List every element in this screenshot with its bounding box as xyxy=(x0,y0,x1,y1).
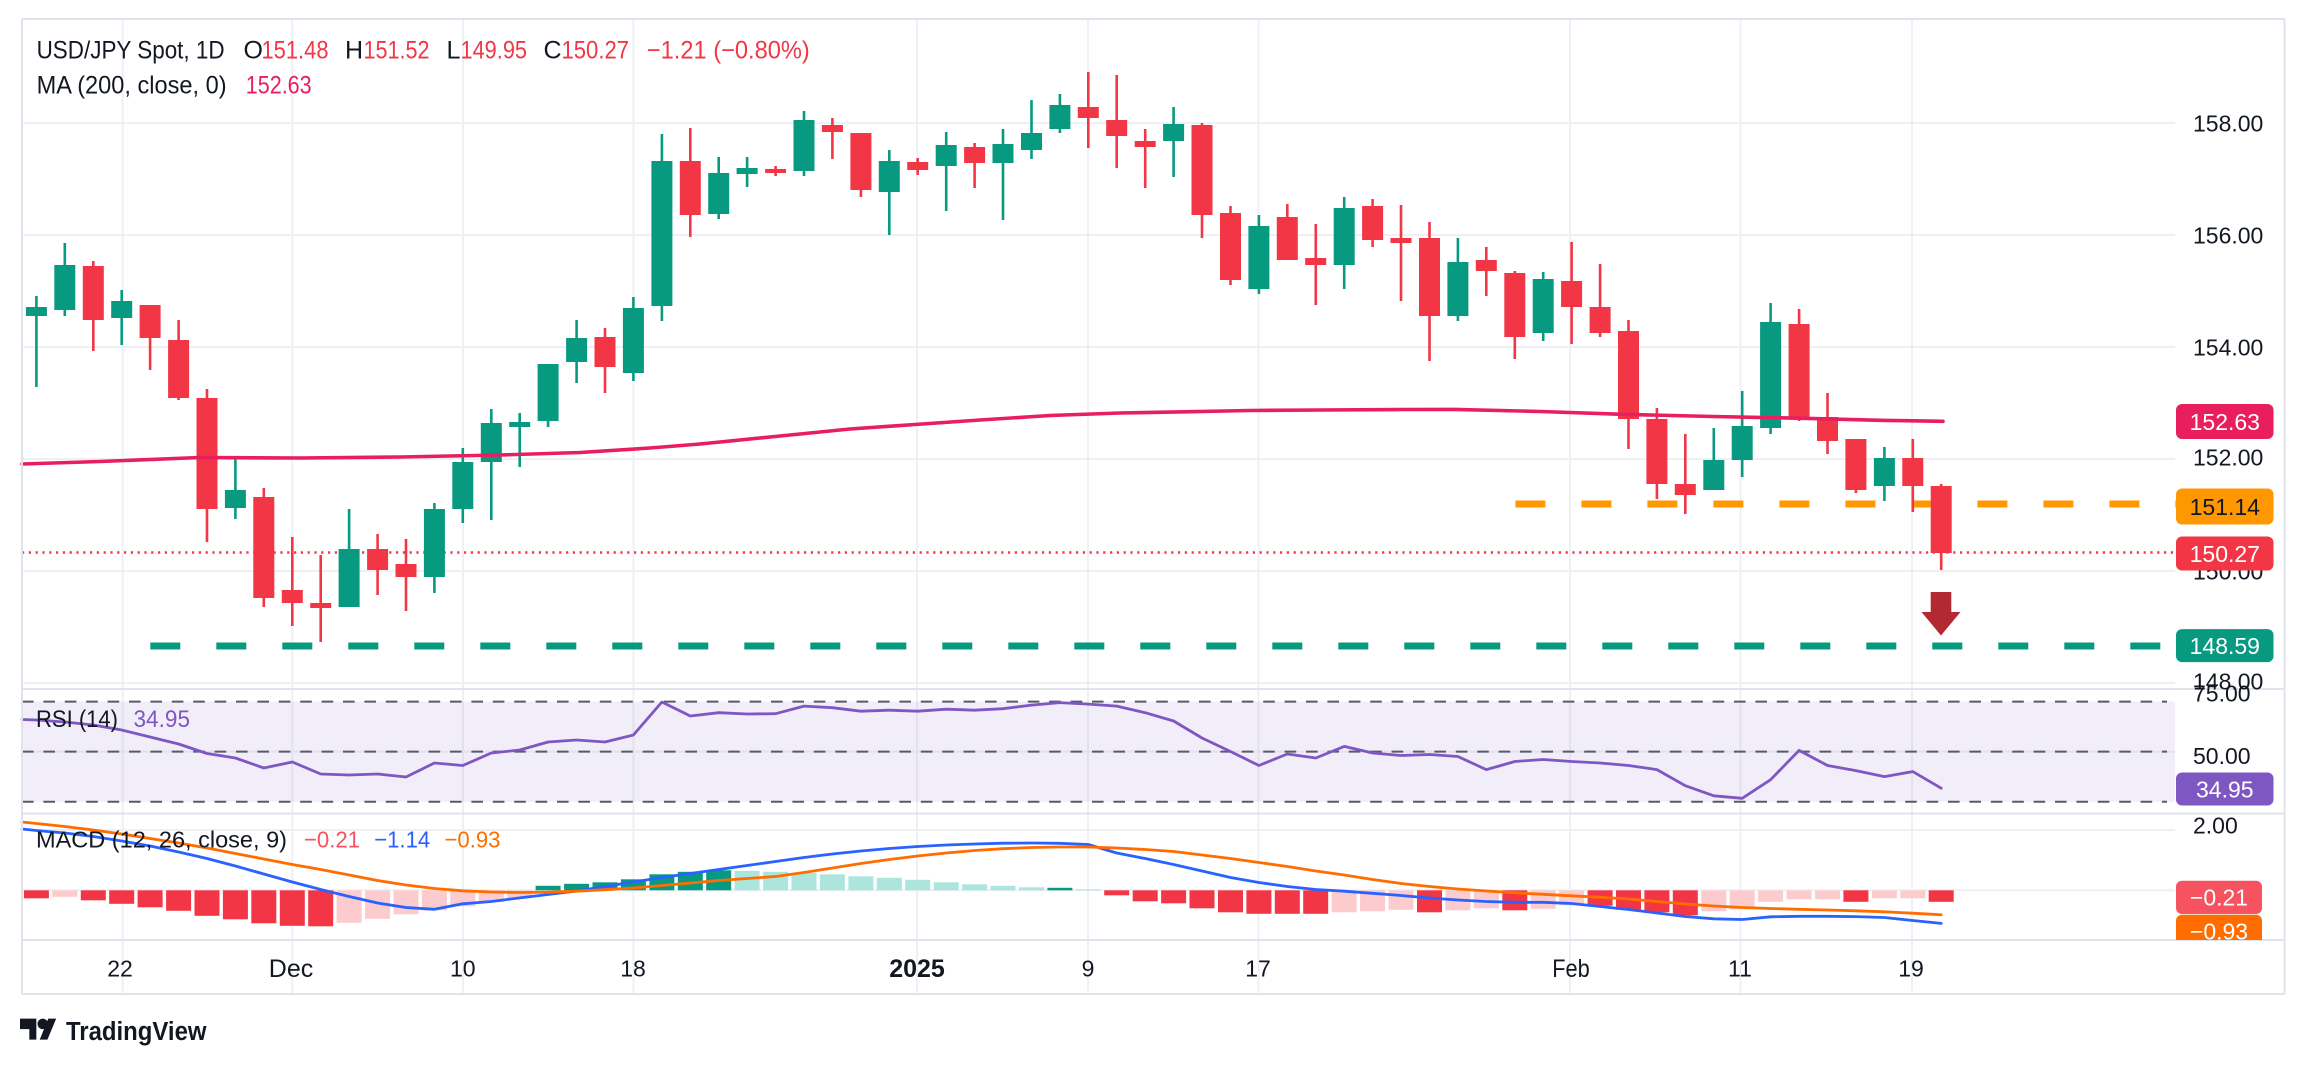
svg-text:18: 18 xyxy=(620,955,646,981)
svg-text:151.48: 151.48 xyxy=(262,37,329,65)
svg-text:−0.21: −0.21 xyxy=(304,826,360,852)
svg-text:2.00: 2.00 xyxy=(2193,812,2238,838)
svg-text:158.00: 158.00 xyxy=(2193,110,2263,136)
svg-text:H: H xyxy=(345,37,363,65)
svg-text:22: 22 xyxy=(107,955,133,981)
svg-text:154.00: 154.00 xyxy=(2193,334,2263,360)
svg-text:148.00: 148.00 xyxy=(2193,668,2263,694)
svg-text:RSI (14): RSI (14) xyxy=(36,706,118,733)
svg-text:19: 19 xyxy=(1898,955,1924,981)
svg-text:151.52: 151.52 xyxy=(364,37,430,65)
svg-text:−0.21: −0.21 xyxy=(2190,885,2248,911)
svg-text:34.95: 34.95 xyxy=(134,706,191,733)
svg-text:151.14: 151.14 xyxy=(2190,494,2261,520)
svg-text:17: 17 xyxy=(1245,955,1271,981)
svg-text:Dec: Dec xyxy=(269,955,313,983)
svg-text:10: 10 xyxy=(450,955,476,981)
svg-text:148.59: 148.59 xyxy=(2190,633,2260,659)
svg-text:L: L xyxy=(447,37,461,65)
svg-text:152.00: 152.00 xyxy=(2193,444,2263,470)
svg-text:150.27: 150.27 xyxy=(2190,541,2260,567)
svg-text:MACD (12, 26, close, 9): MACD (12, 26, close, 9) xyxy=(36,826,287,852)
svg-text:75.00: 75.00 xyxy=(2193,680,2251,706)
svg-text:−1.21 (−0.80%): −1.21 (−0.80%) xyxy=(647,37,810,65)
svg-text:−0.93: −0.93 xyxy=(445,826,501,852)
svg-text:MA (200, close, 0): MA (200, close, 0) xyxy=(37,72,227,100)
svg-text:152.63: 152.63 xyxy=(2190,409,2260,435)
svg-text:11: 11 xyxy=(1728,955,1752,981)
svg-text:2025: 2025 xyxy=(889,955,945,983)
svg-text:149.95: 149.95 xyxy=(461,37,528,65)
svg-text:150.27: 150.27 xyxy=(562,37,630,65)
svg-text:152.63: 152.63 xyxy=(246,72,312,100)
svg-text:USD/JPY Spot, 1D: USD/JPY Spot, 1D xyxy=(37,37,225,65)
svg-text:−1.14: −1.14 xyxy=(374,826,430,852)
svg-text:34.95: 34.95 xyxy=(2196,776,2254,802)
svg-text:50.00: 50.00 xyxy=(2193,743,2251,769)
svg-text:C: C xyxy=(544,37,562,65)
svg-text:TradingView: TradingView xyxy=(66,1018,207,1046)
svg-text:O: O xyxy=(244,37,263,65)
svg-text:Feb: Feb xyxy=(1552,955,1590,983)
svg-text:9: 9 xyxy=(1082,955,1095,981)
svg-text:−0.93: −0.93 xyxy=(2190,919,2248,945)
svg-text:156.00: 156.00 xyxy=(2193,222,2263,248)
